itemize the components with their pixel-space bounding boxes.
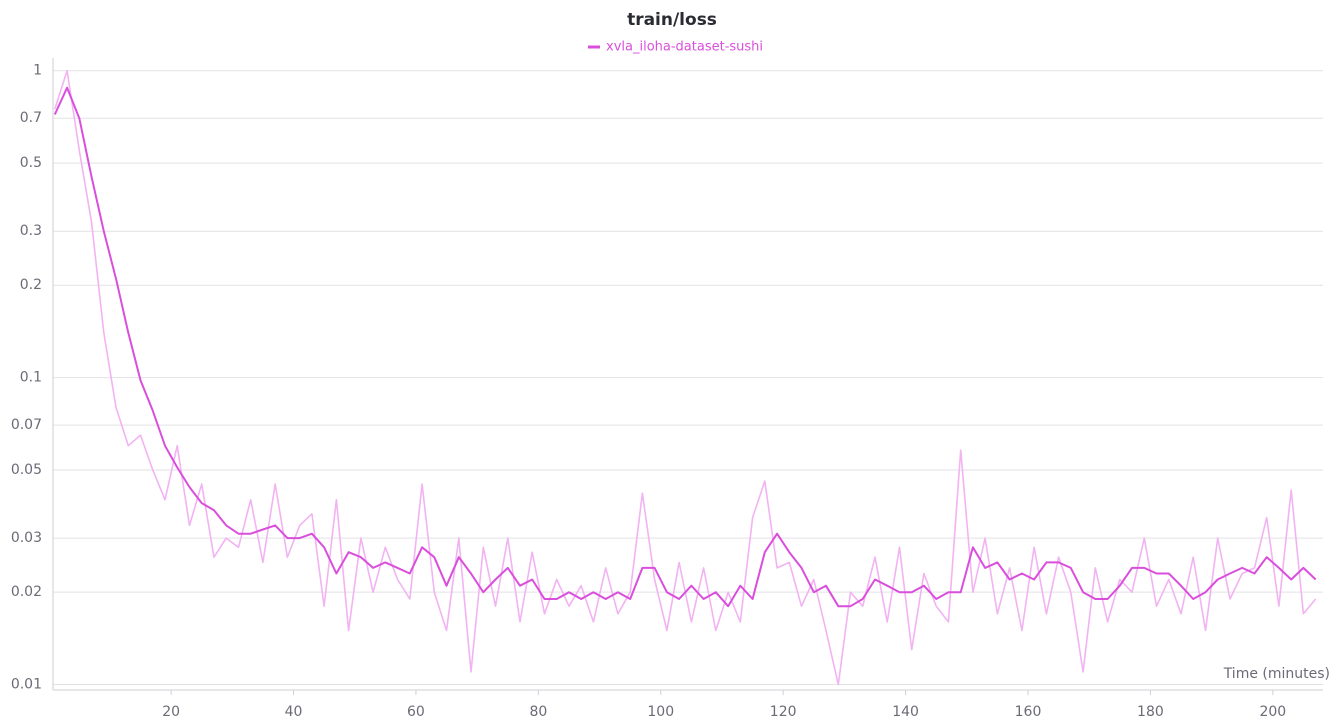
y-tick-label: 1	[33, 63, 42, 79]
x-tick-label: 120	[770, 704, 797, 720]
x-tick-label: 20	[162, 704, 180, 720]
y-tick-label: 0.7	[20, 110, 42, 126]
y-tick-label: 0.03	[11, 530, 42, 546]
y-tick-label: 0.07	[11, 417, 42, 433]
x-tick-label: 80	[529, 704, 547, 720]
x-tick-label: 40	[285, 704, 303, 720]
line	[53, 86, 1317, 608]
x-tick-label: 60	[407, 704, 425, 720]
x-tick-label: 160	[1015, 704, 1042, 720]
legend-label: xvla_iloha-dataset-sushi	[606, 40, 763, 55]
y-tick-label: 0.2	[20, 277, 42, 293]
y-tick-label: 0.05	[11, 462, 42, 478]
y-tick-label: 0.5	[20, 155, 42, 171]
y-tick-label: 0.02	[11, 584, 42, 600]
chart-title: train/loss	[627, 10, 717, 30]
x-tick-label: 140	[892, 704, 919, 720]
y-tick-label: 0.3	[20, 223, 42, 239]
y-tick-label: 0.01	[11, 677, 42, 693]
x-tick-label: 200	[1259, 704, 1286, 720]
x-tick-label: 180	[1137, 704, 1164, 720]
y-tick-label: 0.1	[20, 370, 42, 386]
x-tick-label: 100	[647, 704, 674, 720]
x-axis-label: Time (minutes)	[1223, 666, 1330, 682]
